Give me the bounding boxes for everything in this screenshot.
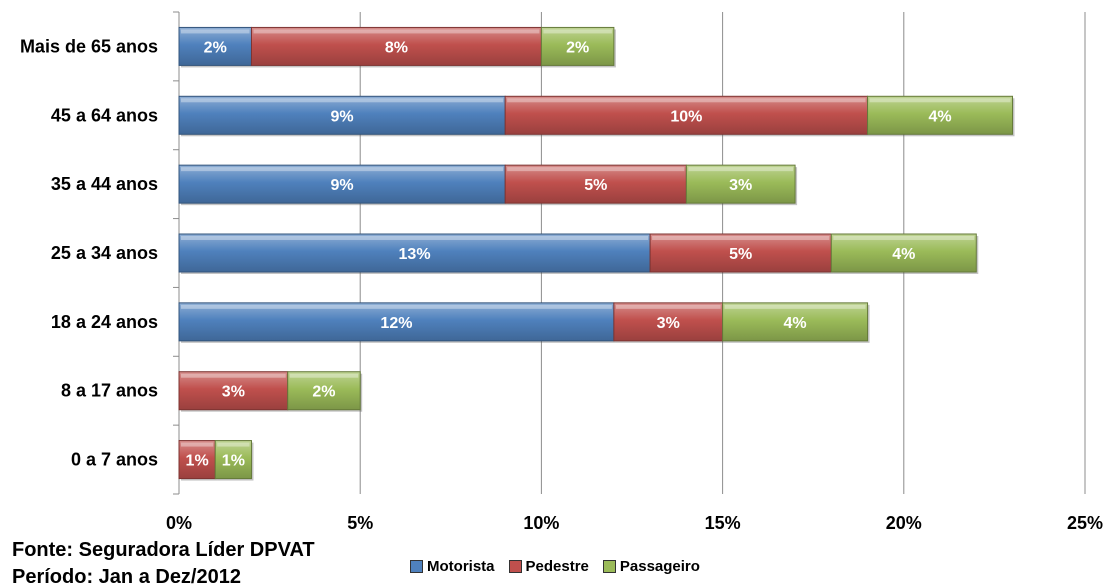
data-label: 1% — [222, 453, 245, 470]
data-label: 3% — [657, 315, 680, 332]
bar-highlight — [181, 167, 504, 172]
data-label: 5% — [584, 177, 607, 194]
category-label: Mais de 65 anos — [20, 36, 158, 56]
bar-segment-motorista — [178, 164, 506, 204]
bar-segment-passageiro — [830, 233, 977, 273]
bar-segment-passageiro — [867, 95, 1014, 135]
bar-highlight — [253, 29, 540, 34]
data-label: 4% — [928, 108, 951, 125]
data-label: 3% — [222, 384, 245, 401]
legend-swatch — [508, 560, 522, 573]
data-label: 2% — [204, 39, 227, 56]
bar-segment-pedestre — [504, 164, 687, 204]
bar-highlight — [724, 304, 866, 309]
x-tick-label: 5% — [347, 513, 373, 533]
bar-highlight — [615, 304, 721, 309]
category-label: 25 a 34 anos — [51, 243, 158, 263]
axis-layer: 0% 5% 10% 15% 20% 25% Mais de 65 anos 45 a 64 a… — [20, 11, 1103, 533]
data-label: 5% — [729, 246, 752, 263]
period-text: Período: Jan a Dez/2012 — [12, 566, 241, 587]
bar-segment-passageiro — [287, 371, 361, 411]
bar-segment-motorista — [178, 95, 506, 135]
legend-label: Pedestre — [525, 558, 589, 575]
legend-swatch — [410, 560, 423, 573]
legend-item-passageiro: Passageiro — [602, 558, 700, 575]
bar-highlight — [181, 98, 504, 103]
legend-item-motorista: Motorista — [410, 558, 495, 575]
bar-highlight — [181, 373, 286, 378]
bar-segment-motorista — [178, 233, 651, 273]
legend-label: Motorista — [427, 558, 495, 575]
category-label: 45 a 64 anos — [51, 105, 158, 125]
category-label: 8 a 17 anos — [61, 381, 158, 401]
bar-segment-pedestre — [178, 440, 216, 480]
data-label: 9% — [331, 177, 354, 194]
data-label: 13% — [399, 246, 431, 263]
bar-highlight — [869, 98, 1011, 103]
data-label: 10% — [670, 108, 702, 125]
category-label: 35 a 44 anos — [51, 174, 158, 194]
bar-highlight — [688, 167, 794, 172]
legend-swatch — [602, 560, 616, 573]
data-label: 2% — [566, 39, 589, 56]
bar-highlight — [181, 29, 250, 34]
x-tick-label: 0% — [166, 513, 192, 533]
bar-segment-motorista — [178, 26, 252, 66]
bar-highlight — [507, 167, 685, 172]
source-text: Fonte: Seguradora Líder DPVAT — [12, 539, 315, 561]
legend-item-pedestre: Pedestre — [508, 558, 589, 575]
bar-segment-passageiro — [540, 26, 615, 66]
bar-segment-motorista — [178, 302, 615, 342]
bar-segment-passageiro — [722, 302, 869, 342]
data-label: 1% — [186, 453, 209, 470]
data-label: 4% — [892, 246, 915, 263]
bar-highlight — [543, 29, 612, 34]
data-label: 8% — [385, 39, 408, 56]
bar-segment-passageiro — [214, 440, 252, 480]
bar-segment-passageiro — [685, 164, 796, 204]
bar-highlight — [833, 236, 975, 240]
legend: Motorista Pedestre Passageiro — [410, 558, 700, 575]
x-tick-label: 20% — [886, 513, 922, 533]
category-label: 0 a 7 anos — [71, 450, 158, 470]
data-label: 3% — [729, 177, 752, 194]
bar-highlight — [289, 373, 359, 378]
bar-highlight — [652, 236, 830, 240]
data-label: 9% — [331, 108, 354, 125]
bar-highlight — [181, 236, 649, 240]
data-label: 4% — [784, 315, 807, 332]
x-tick-label: 10% — [523, 513, 559, 533]
category-label: 18 a 24 anos — [51, 312, 158, 332]
bar-segment-pedestre — [178, 371, 289, 411]
bar-highlight — [217, 442, 250, 447]
bar-highlight — [507, 98, 866, 103]
label-layer: 2% 8% 2% 9% 10% 4% 9% 5% 3% 13% 5% 4% 12% 3% 4% 3% 2% 1% 1… — [186, 39, 952, 469]
bar-highlight — [181, 304, 612, 309]
bar-highlight — [181, 442, 214, 447]
x-tick-label: 25% — [1067, 513, 1103, 533]
x-tick-label: 15% — [705, 513, 741, 533]
bar-layer — [178, 26, 1015, 481]
bar-segment-pedestre — [649, 233, 832, 273]
legend-label: Passageiro — [619, 558, 700, 575]
data-label: 12% — [380, 315, 412, 332]
data-label: 2% — [312, 384, 335, 401]
